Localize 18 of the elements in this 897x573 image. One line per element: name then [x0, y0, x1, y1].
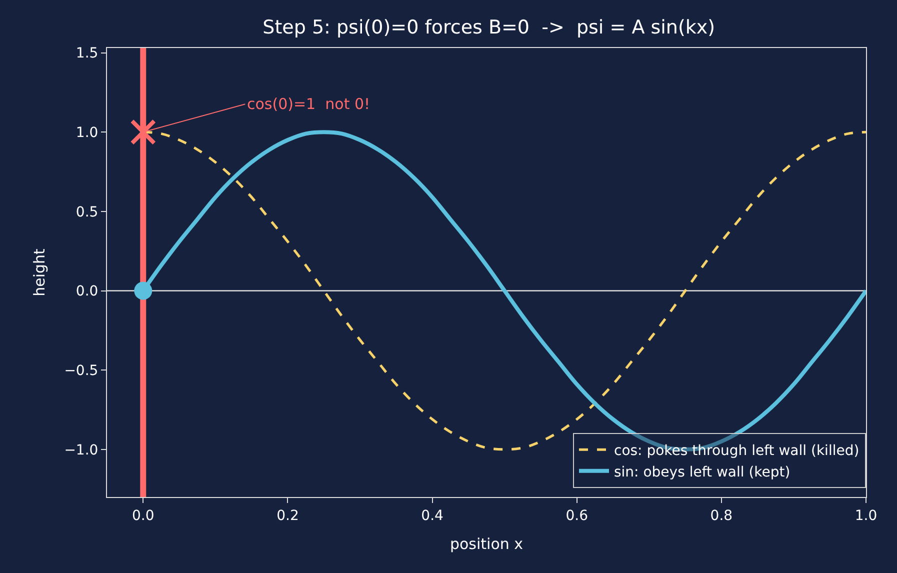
legend-label: cos: pokes through left wall (killed)	[614, 443, 860, 460]
y-tick-label: 0.5	[76, 204, 98, 220]
chart-title: Step 5: psi(0)=0 forces B=0 -> psi = A sin(kx)	[262, 16, 716, 38]
y-axis-title: height	[30, 248, 48, 296]
x-tick-label: 0.8	[710, 508, 733, 524]
y-tick-label: 1.5	[76, 46, 98, 62]
x-tick-label: 0.6	[566, 508, 588, 524]
x-tick-label: 0.2	[276, 508, 299, 524]
x-tick-label: 0.4	[421, 508, 444, 524]
y-tick-label: −1.0	[64, 442, 98, 458]
x-tick-label: 0.0	[132, 508, 154, 524]
y-tick-label: 0.0	[76, 284, 98, 300]
y-tick-label: 1.0	[76, 124, 98, 141]
legend-label: sin: obeys left wall (kept)	[614, 464, 790, 480]
x-tick-label: 1.0	[854, 508, 878, 524]
annotation: cos(0)=1 not 0!	[247, 95, 370, 113]
x-axis-title: position x	[450, 534, 524, 553]
y-tick-label: −0.5	[64, 362, 98, 379]
